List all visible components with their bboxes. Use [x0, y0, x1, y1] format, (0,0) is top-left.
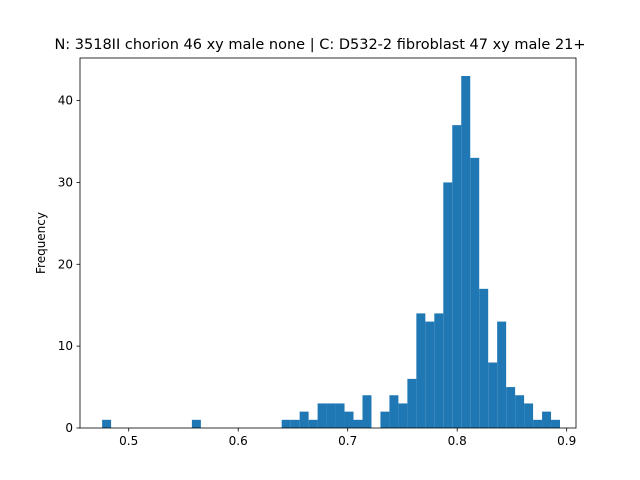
x-axis: 0.5 0.6 0.7 0.8 0.9 — [119, 428, 576, 448]
histogram-bar — [344, 411, 354, 428]
histogram-bar — [533, 419, 543, 428]
histogram-bar — [443, 182, 453, 428]
x-tick-label: 0.7 — [338, 434, 357, 448]
y-tick-label: 30 — [58, 175, 73, 189]
x-tick-label: 0.9 — [557, 434, 576, 448]
histogram-bar — [434, 313, 444, 428]
histogram-bar — [452, 125, 462, 428]
histogram-bar — [488, 362, 498, 428]
histogram-bar — [416, 313, 426, 428]
histogram-bar — [425, 321, 435, 428]
histogram-bar — [290, 419, 300, 428]
x-tick-label: 0.8 — [448, 434, 467, 448]
histogram-bar — [326, 403, 336, 428]
histogram-bar — [515, 395, 525, 428]
histogram-bar — [398, 403, 408, 428]
x-tick-label: 0.6 — [229, 434, 248, 448]
histogram-bar — [407, 378, 417, 428]
histogram-bar — [308, 419, 318, 428]
y-tick-label: 40 — [58, 94, 73, 108]
y-axis-label: Frequency — [34, 212, 48, 274]
histogram-bar — [461, 76, 471, 428]
histogram-bar — [317, 403, 327, 428]
y-axis: 0 10 20 30 40 — [58, 94, 80, 435]
histogram-bar — [191, 419, 201, 428]
histogram-bar — [380, 411, 390, 428]
x-tick-label: 0.5 — [119, 434, 138, 448]
histogram-bar — [524, 403, 534, 428]
histogram-bar — [506, 387, 516, 428]
histogram-bar — [299, 411, 309, 428]
histogram-bar — [362, 395, 372, 428]
histogram-bars — [102, 76, 561, 429]
chart-title: N: 3518II chorion 46 xy male none | C: D… — [54, 37, 585, 53]
histogram-bar — [551, 419, 561, 428]
histogram-bar — [102, 419, 112, 428]
y-tick-label: 20 — [58, 257, 73, 271]
y-tick-label: 10 — [58, 339, 73, 353]
histogram-bar — [281, 419, 291, 428]
y-tick-label: 0 — [65, 421, 73, 435]
histogram-bar — [470, 157, 480, 429]
histogram-bar — [479, 288, 489, 428]
plot-frame — [79, 57, 577, 429]
histogram-bar — [353, 419, 363, 428]
histogram-bar — [542, 411, 552, 428]
histogram-bar — [389, 395, 399, 428]
histogram-bar — [497, 321, 507, 428]
histogram-bar — [335, 403, 345, 428]
